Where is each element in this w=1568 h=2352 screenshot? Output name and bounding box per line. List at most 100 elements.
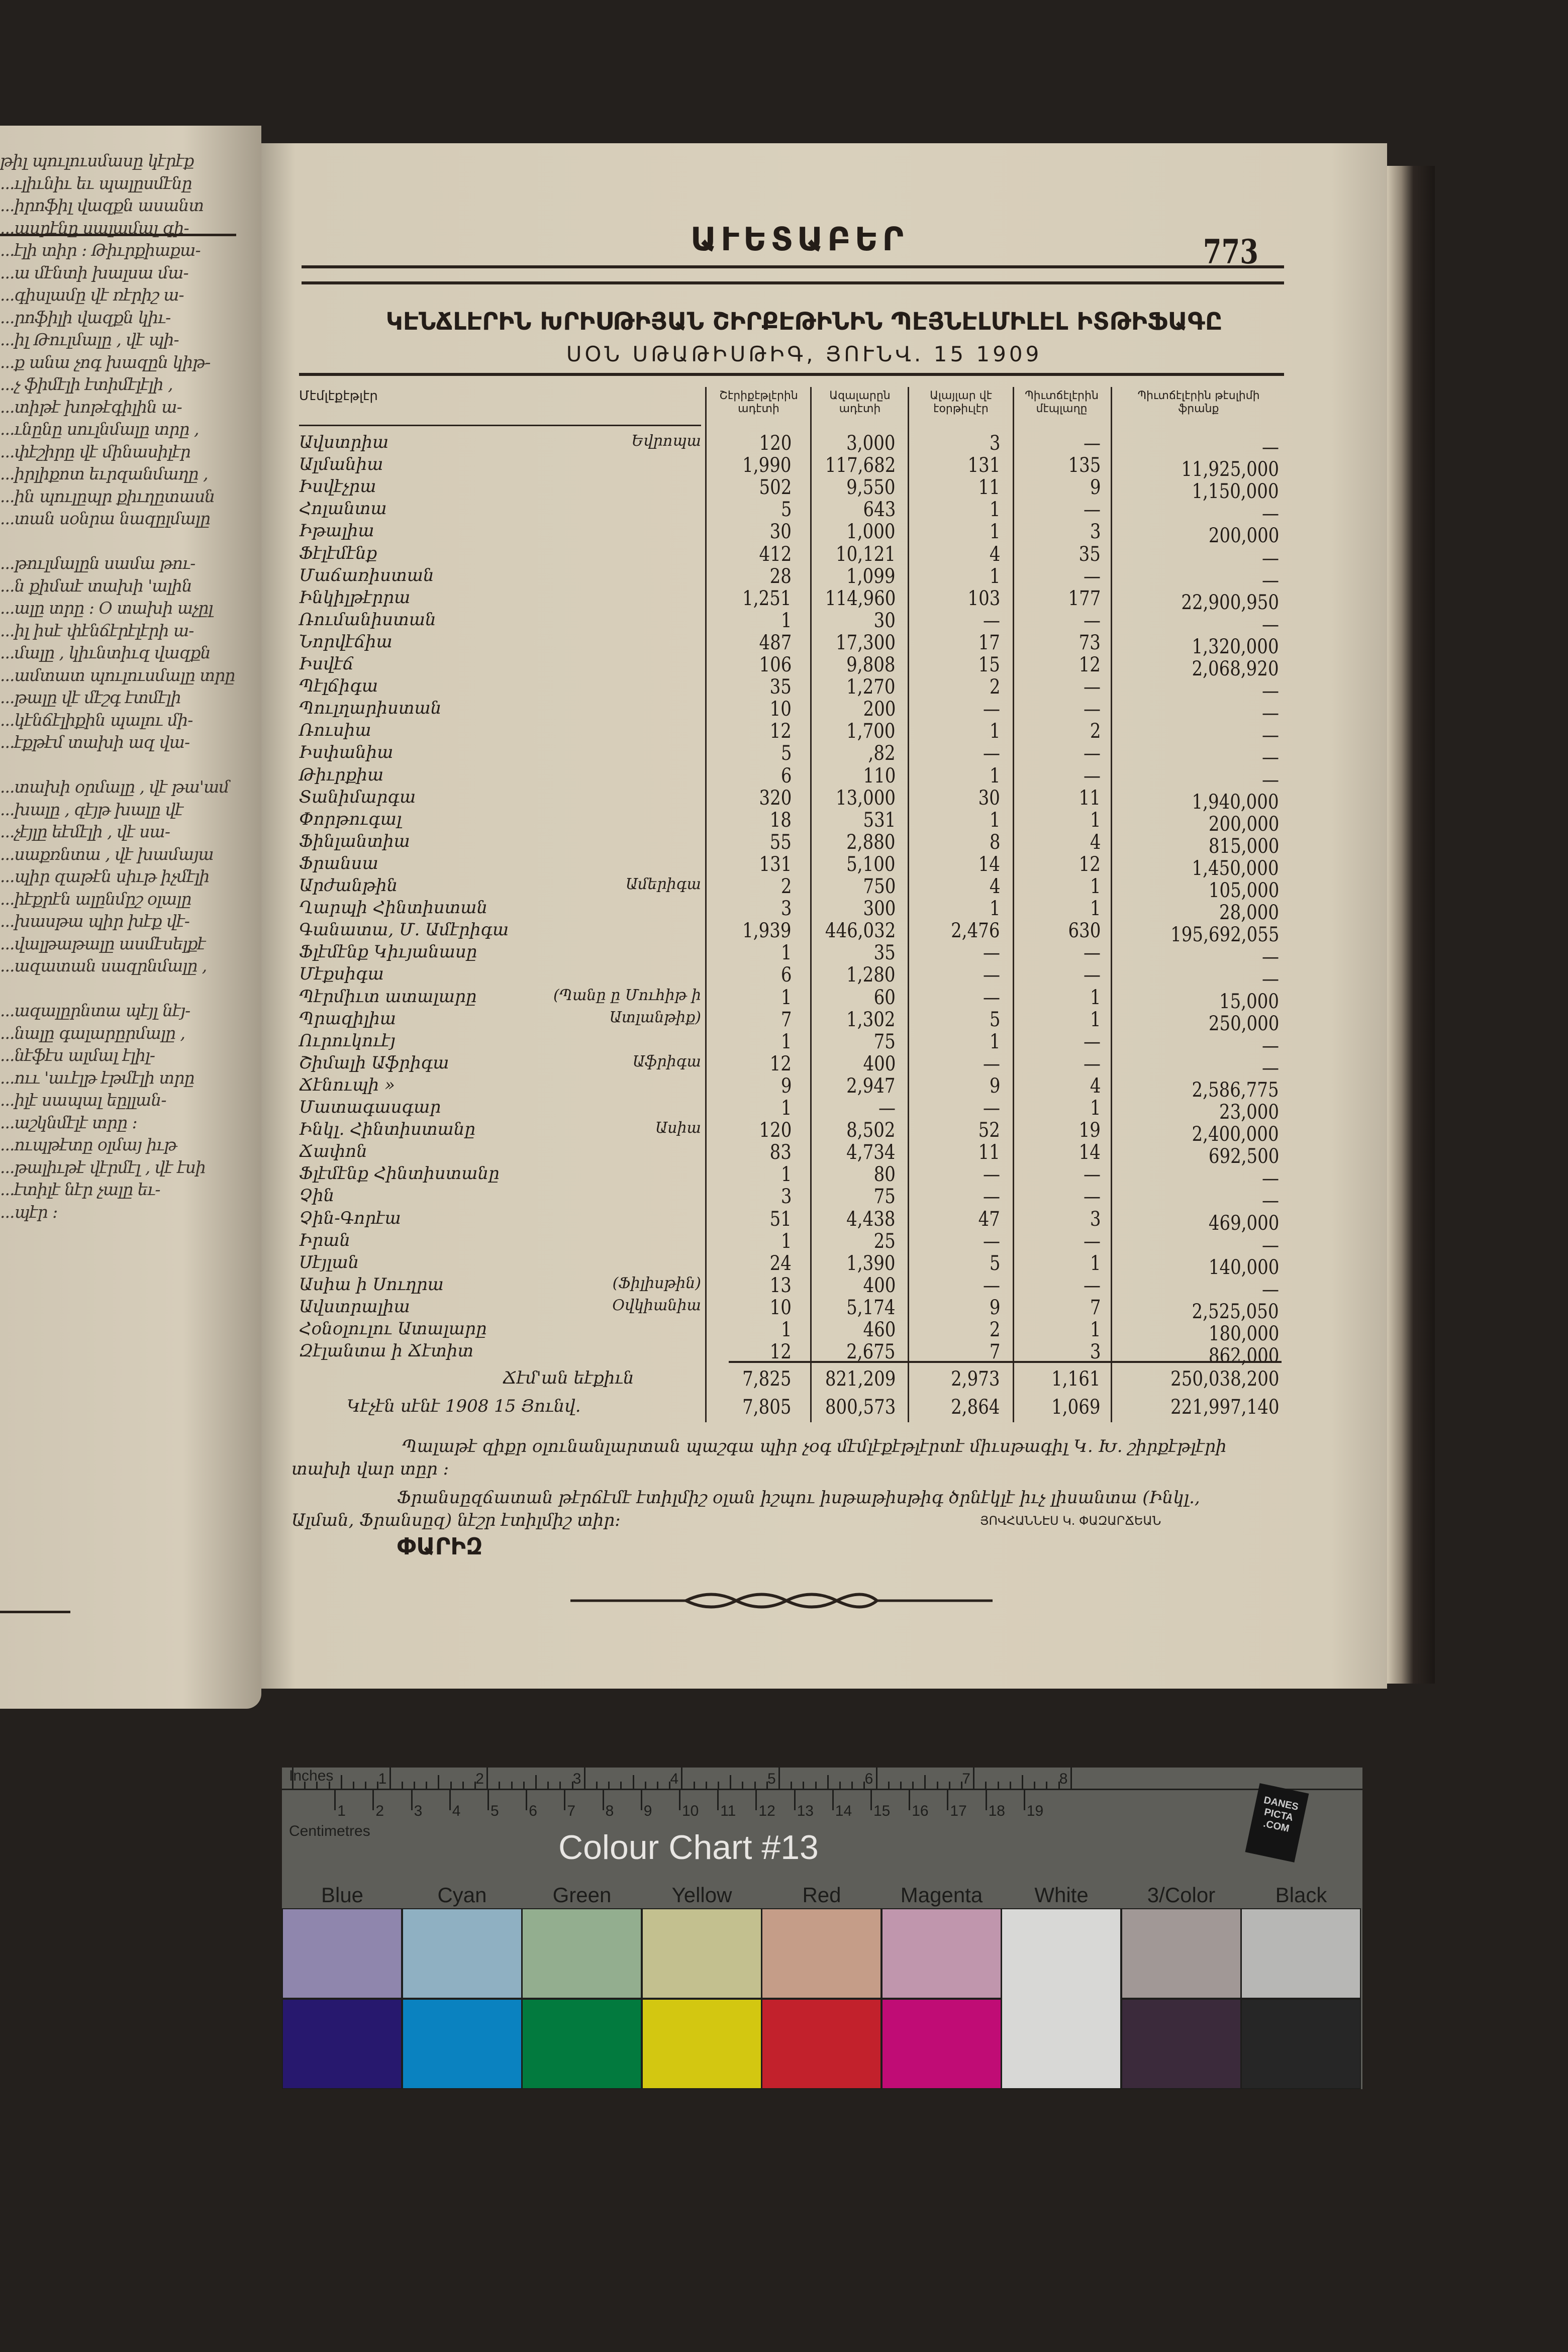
- cell-members: 531: [863, 808, 896, 832]
- cell-members: 4,734: [846, 1141, 896, 1164]
- footnote-line: Պալաթէ զիքր օլունանլարտան պաշգա պիր չօգ …: [402, 1436, 1227, 1456]
- cell-branches: —: [983, 1185, 1000, 1209]
- cell-members: 10,121: [836, 542, 896, 566]
- patch-light: [1241, 1908, 1361, 1999]
- table-row: Սէյլան 24 1,390 5 1 140,000: [0, 1251, 1568, 1279]
- country-name: Ռուսիա: [299, 720, 371, 741]
- running-head: ԱՒԵՏԱԲԵՐ: [691, 221, 908, 258]
- inch-mark: 5: [767, 1771, 776, 1787]
- left-page-line: ...ւնընը սուլնմալը տրը ,: [0, 419, 199, 439]
- book-spine: [1387, 166, 1435, 1684]
- cell-francs: 1,450,000: [1192, 856, 1279, 880]
- table-row: Մաճառիստան 28 1,099 1 — —: [0, 565, 1568, 592]
- cell-budgets: 177: [1068, 586, 1101, 610]
- table-row: Ուրուկուէյ 1 75 1 — —: [0, 1030, 1568, 1057]
- inch-mark: 1: [378, 1771, 387, 1787]
- region-note: Եվրոպա: [631, 432, 701, 450]
- left-page-line: ...նէֆէս ալմալ էլիլ-: [0, 1045, 155, 1065]
- ruler-tick: [316, 1782, 318, 1789]
- cell-members: 5,174: [846, 1296, 896, 1319]
- cell-companies: 6: [780, 764, 792, 788]
- patch-label-yellow: Yellow: [671, 1883, 732, 1907]
- inch-mark: 7: [962, 1771, 970, 1787]
- cm-tick: [1023, 1790, 1025, 1810]
- cell-members: 1,302: [846, 1008, 896, 1031]
- ruler-tick: [1034, 1782, 1036, 1789]
- table-row: Պրազիլիա Ատլանթիք) 7 1,302 5 1 250,000: [0, 1008, 1568, 1035]
- cell-branches: 1: [989, 1030, 1000, 1053]
- cell-branches: —: [983, 941, 1000, 965]
- ruler-tick: [1070, 1768, 1072, 1789]
- country-name: Իսվէճ: [299, 654, 354, 674]
- left-page-line: ...էլի տիր ։ Թիւրքիաքա-: [0, 240, 201, 260]
- cell-companies: 120: [759, 432, 792, 455]
- patch-light: [402, 1908, 522, 1999]
- cell-budgets: —: [1084, 764, 1101, 788]
- cell-budgets: —: [1084, 698, 1101, 721]
- patch-dark: [522, 1999, 642, 2089]
- cell-branches: 1: [989, 520, 1000, 544]
- cell-companies: 7,805: [742, 1396, 792, 1419]
- country-name: Ֆէլէմէնք: [299, 543, 377, 563]
- table-row: Իսվէճ 106 9,808 15 12 2,068,920: [0, 654, 1568, 680]
- cell-budgets: 135: [1068, 454, 1101, 477]
- cell-members: 8,502: [846, 1119, 896, 1142]
- left-page-line: ...րոֆիլի վազքն կիւ-: [0, 307, 171, 327]
- cell-budgets: —: [1084, 963, 1101, 987]
- left-page-line: ...իլ իսէ փէնճէրէլէրի ա-: [0, 620, 194, 640]
- patch-dark: [282, 1999, 402, 2089]
- cm-tick: [526, 1790, 528, 1810]
- ruler-tick: [693, 1782, 695, 1789]
- cell-francs: —: [1262, 768, 1279, 792]
- cell-francs: —: [1262, 702, 1279, 725]
- cell-members: 5,100: [846, 852, 896, 876]
- total-row: Ճէմ'ան եէքիւն 7,825 821,209 2,973 1,161 250,0…: [0, 1368, 1568, 1390]
- ruler-tick: [389, 1768, 391, 1789]
- cell-branches: 17: [978, 631, 1000, 654]
- ruler-tick: [365, 1782, 367, 1789]
- cell-companies: 1,251: [742, 586, 792, 610]
- cell-members: 1,390: [846, 1251, 896, 1275]
- patch-label-3color: 3/Color: [1147, 1883, 1216, 1907]
- table-row: Ղարպի Հինտիստան 3 300 1 1 28,000: [0, 898, 1568, 924]
- country-name: Արժանթին: [299, 875, 398, 896]
- cell-budgets: 7: [1090, 1296, 1101, 1319]
- column-header-companies: Շէրիքէթլէրին ադէտի: [719, 389, 798, 415]
- patch-light: [641, 1908, 762, 1999]
- country-name: Շիմալի Աֆրիգա: [299, 1052, 449, 1073]
- right-page: [261, 143, 1387, 1689]
- cell-francs: 250,000: [1208, 1012, 1279, 1035]
- double-rule: [302, 281, 1284, 284]
- signature: ՅՈՎՀԱՆՆԷՍ Կ. ՓԱԶԱՐՃԵԱՆ: [980, 1514, 1161, 1528]
- ruler-tick: [1058, 1782, 1060, 1789]
- country-name: Ինկլ. Հինտիստանը: [299, 1119, 476, 1140]
- left-page-line: ...ազալըրնտա պէյլ նէյ-: [0, 1001, 190, 1020]
- country-name: Թիւրքիա: [299, 764, 384, 785]
- cell-francs: —: [1262, 1233, 1279, 1257]
- cell-francs: —: [1262, 1167, 1279, 1191]
- cell-branches: —: [983, 698, 1000, 721]
- cm-mark: 12: [758, 1803, 775, 1819]
- cell-branches: 52: [978, 1119, 1000, 1142]
- cell-branches: 11: [978, 1141, 1000, 1164]
- colour-chart: Inches Centimetres 1 2 3 4 5 6 7 8 1 2 3 4 5 6 7 8 9 10 11…: [282, 1768, 1362, 2089]
- patch-dark: [1241, 1999, 1361, 2089]
- cell-francs: —: [1262, 568, 1279, 592]
- ornament-icon: [570, 1593, 993, 1609]
- ruler-tick: [766, 1782, 768, 1789]
- table-row: Իթալիա 30 1,000 1 3 200,000: [0, 520, 1568, 547]
- table-row: Նորվէճիա 487 17,300 17 73 1,320,000: [0, 631, 1568, 658]
- country-name: Ֆինլանտիա: [299, 831, 410, 851]
- left-page-line: ...ալը տրը ։ Օ տախի աչըլ: [0, 598, 213, 618]
- cell-francs: 200,000: [1208, 524, 1279, 548]
- country-name: Հօնօլուլու Ատալարը: [299, 1319, 487, 1339]
- patch-label-cyan: Cyan: [437, 1883, 487, 1907]
- footnote-line: տախի վար տըր ։: [291, 1459, 449, 1479]
- cell-francs: 195,692,055: [1170, 923, 1279, 947]
- cm-tick: [411, 1790, 413, 1810]
- cell-branches: 5: [989, 1008, 1000, 1031]
- table-row: Չին 3 75 — — —: [0, 1185, 1568, 1212]
- cm-tick: [640, 1790, 642, 1810]
- column-header-members: Ազալարըն ադէտի: [829, 389, 891, 415]
- cell-francs: 692,500: [1208, 1145, 1279, 1168]
